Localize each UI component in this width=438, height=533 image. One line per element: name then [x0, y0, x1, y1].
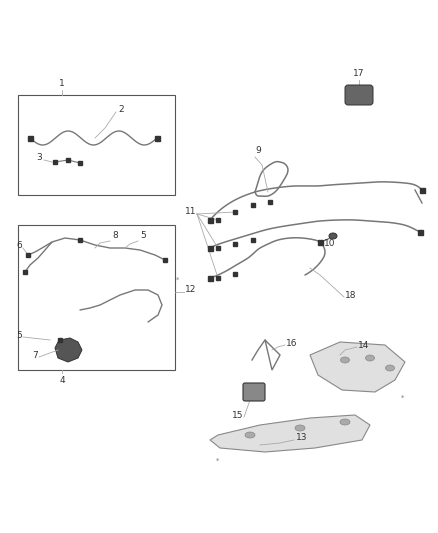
- Bar: [318, 239, 322, 245]
- Text: 14: 14: [358, 341, 369, 350]
- Ellipse shape: [365, 355, 374, 361]
- Text: *: *: [216, 458, 220, 464]
- Text: *: *: [401, 395, 405, 401]
- Text: 1: 1: [59, 79, 65, 88]
- Bar: [23, 270, 27, 274]
- FancyBboxPatch shape: [345, 85, 373, 105]
- Text: 6: 6: [16, 240, 22, 249]
- Bar: [251, 203, 255, 207]
- Bar: [26, 253, 30, 257]
- Ellipse shape: [340, 357, 350, 363]
- Bar: [216, 276, 220, 280]
- Bar: [18, 225, 175, 370]
- Text: 15: 15: [232, 410, 243, 419]
- Bar: [233, 272, 237, 276]
- FancyBboxPatch shape: [243, 383, 265, 401]
- Text: 17: 17: [353, 69, 365, 78]
- Text: 8: 8: [112, 231, 118, 240]
- Bar: [28, 135, 32, 141]
- Text: 11: 11: [184, 207, 196, 216]
- Text: 10: 10: [324, 238, 336, 247]
- Text: 13: 13: [296, 433, 307, 442]
- Bar: [155, 135, 159, 141]
- Bar: [208, 246, 212, 251]
- Bar: [78, 161, 82, 165]
- Bar: [78, 238, 82, 242]
- Text: 16: 16: [286, 338, 297, 348]
- Polygon shape: [210, 415, 370, 452]
- Bar: [420, 188, 424, 192]
- Text: 7: 7: [32, 351, 38, 359]
- Polygon shape: [310, 342, 405, 392]
- Bar: [18, 95, 175, 195]
- Bar: [208, 217, 212, 222]
- Bar: [66, 158, 70, 162]
- Text: 5: 5: [16, 330, 22, 340]
- Bar: [53, 160, 57, 164]
- Polygon shape: [55, 338, 82, 362]
- Bar: [268, 200, 272, 204]
- Ellipse shape: [329, 233, 337, 239]
- Text: 3: 3: [36, 154, 42, 163]
- Bar: [216, 218, 220, 222]
- Text: 18: 18: [345, 290, 357, 300]
- Bar: [251, 238, 255, 242]
- Text: 12: 12: [185, 286, 196, 295]
- Bar: [163, 258, 167, 262]
- Ellipse shape: [295, 425, 305, 431]
- Text: 4: 4: [59, 376, 65, 385]
- Ellipse shape: [385, 365, 395, 371]
- Bar: [233, 242, 237, 246]
- Ellipse shape: [340, 419, 350, 425]
- Text: 5: 5: [140, 231, 146, 240]
- Text: *: *: [177, 277, 180, 283]
- Bar: [417, 230, 423, 235]
- Bar: [216, 246, 220, 250]
- Text: 9: 9: [255, 146, 261, 155]
- Bar: [208, 276, 212, 280]
- Bar: [233, 210, 237, 214]
- Ellipse shape: [245, 432, 255, 438]
- Text: 2: 2: [118, 106, 124, 115]
- Bar: [58, 338, 62, 342]
